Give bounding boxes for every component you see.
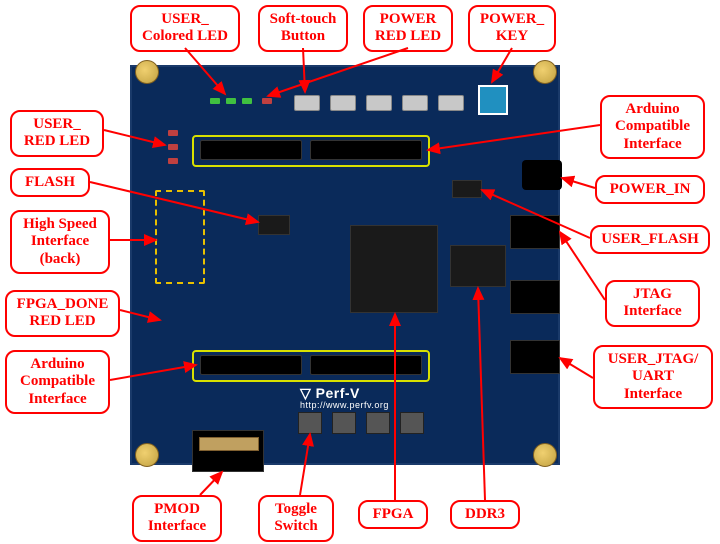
arduino-header xyxy=(310,355,422,375)
power-jack xyxy=(522,160,562,190)
user-colored-led xyxy=(210,98,220,104)
power-red-led xyxy=(262,98,272,104)
pmod-connector xyxy=(192,430,264,472)
soft-touch-button xyxy=(366,95,392,111)
label-arduino-right: ArduinoCompatibleInterface xyxy=(600,95,705,159)
soft-touch-button xyxy=(438,95,464,111)
user-red-led xyxy=(168,130,178,136)
label-power-key: POWER_KEY xyxy=(468,5,556,52)
power-key xyxy=(478,85,508,115)
user-colored-led xyxy=(242,98,252,104)
user-jtag-connector2 xyxy=(510,340,560,374)
label-user-colored-led: USER_Colored LED xyxy=(130,5,240,52)
user-red-led xyxy=(168,144,178,150)
jtag-connector xyxy=(510,215,560,249)
user-jtag-connector xyxy=(510,280,560,314)
standoff xyxy=(135,60,159,84)
toggle-switch xyxy=(400,412,424,434)
label-fpga-done: FPGA_DONERED LED xyxy=(5,290,120,337)
arduino-header xyxy=(200,355,302,375)
flash-chip xyxy=(258,215,290,235)
arduino-header xyxy=(200,140,302,160)
user-red-led xyxy=(168,158,178,164)
label-user-flash: USER_FLASH xyxy=(590,225,710,254)
label-pmod: PMODInterface xyxy=(132,495,222,542)
arduino-header xyxy=(310,140,422,160)
standoff xyxy=(533,60,557,84)
board-url: http://www.perfv.org xyxy=(300,400,389,410)
label-arduino-left: ArduinoCompatibleInterface xyxy=(5,350,110,414)
label-power-red-led: POWERRED LED xyxy=(363,5,453,52)
toggle-switch xyxy=(332,412,356,434)
label-ddr3: DDR3 xyxy=(450,500,520,529)
fpga-chip xyxy=(350,225,438,313)
ddr3-chip xyxy=(450,245,506,287)
toggle-switch xyxy=(298,412,322,434)
label-soft-touch: Soft-touchButton xyxy=(258,5,348,52)
label-jtag: JTAGInterface xyxy=(605,280,700,327)
soft-touch-button xyxy=(402,95,428,111)
user-flash-chip xyxy=(452,180,482,198)
label-toggle: ToggleSwitch xyxy=(258,495,334,542)
label-user-red-led: USER_RED LED xyxy=(10,110,104,157)
standoff xyxy=(533,443,557,467)
user-colored-led xyxy=(226,98,236,104)
label-hs-iface: High SpeedInterface(back) xyxy=(10,210,110,274)
label-flash: FLASH xyxy=(10,168,90,197)
toggle-switch xyxy=(366,412,390,434)
label-user-jtag: USER_JTAG/UARTInterface xyxy=(593,345,713,409)
hs-interface-region xyxy=(155,190,205,284)
label-fpga: FPGA xyxy=(358,500,428,529)
standoff xyxy=(135,443,159,467)
soft-touch-button xyxy=(294,95,320,111)
label-power-in: POWER_IN xyxy=(595,175,705,204)
soft-touch-button xyxy=(330,95,356,111)
